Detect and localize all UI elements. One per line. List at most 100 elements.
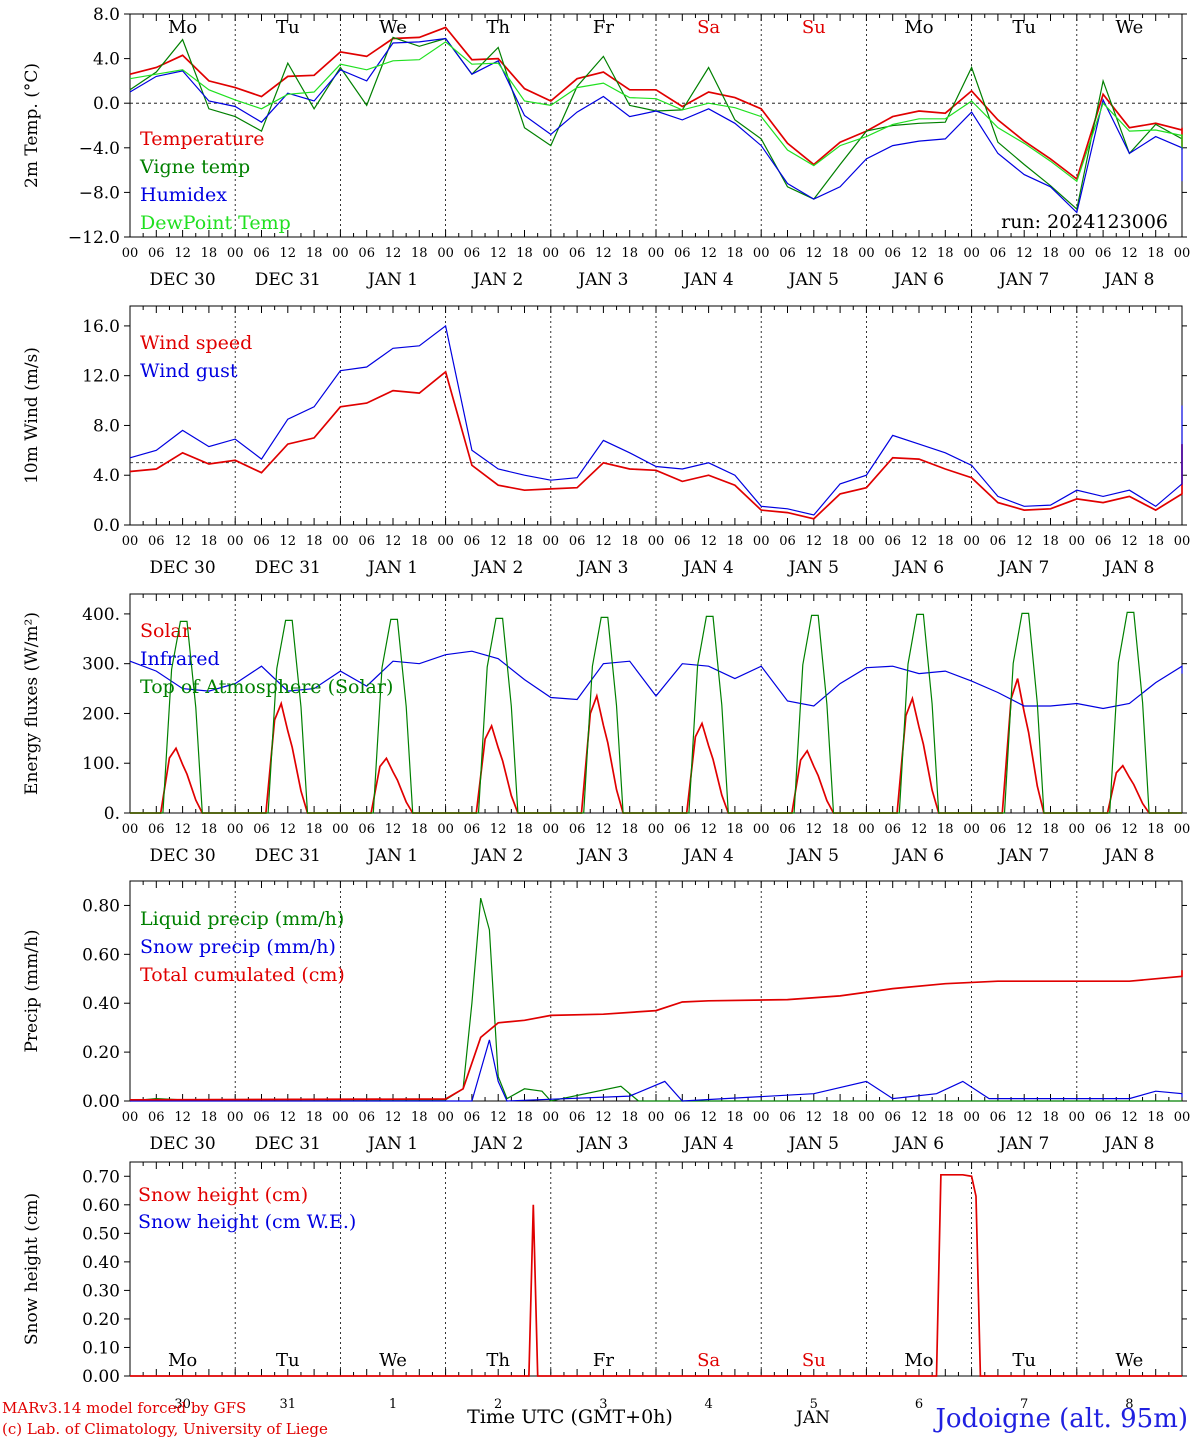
y-tick-label: 400. [82, 605, 120, 625]
hour-tick-label: 00 [332, 1110, 349, 1125]
hour-tick-label: 06 [779, 822, 796, 837]
hour-tick-label: 06 [1095, 246, 1112, 261]
hour-tick-label: 06 [358, 534, 375, 549]
series-line [129, 41, 1183, 183]
hour-tick-label: 12 [174, 246, 191, 261]
hour-tick-label: 06 [569, 1110, 586, 1125]
hour-tick-label: 00 [122, 1110, 139, 1125]
y-tick-label: 0.80 [82, 896, 120, 916]
hour-tick-label: 18 [306, 246, 323, 261]
date-label: JAN 6 [892, 558, 944, 578]
date-label: JAN 3 [576, 1134, 628, 1154]
hour-tick-label: 12 [1121, 246, 1138, 261]
day-name: Mo [168, 17, 197, 38]
hour-tick-label: 12 [700, 822, 717, 837]
hour-tick-label: 00 [1174, 822, 1191, 837]
day-name: Sa [697, 17, 720, 38]
hour-tick-label: 00 [122, 534, 139, 549]
hour-tick-label: 12 [385, 822, 402, 837]
hour-tick-label: 18 [306, 1110, 323, 1125]
y-tick-label: 12.0 [82, 367, 120, 387]
day-number-label: 30 [174, 1397, 191, 1412]
hour-tick-label: 18 [937, 534, 954, 549]
legend-entry: Top of Atmosphere (Solar) [140, 676, 393, 698]
hour-tick-label: 12 [911, 246, 928, 261]
day-name: Mo [904, 17, 933, 38]
hour-tick-label: 06 [674, 246, 691, 261]
y-tick-label: 0.40 [82, 1253, 120, 1273]
hour-tick-label: 18 [411, 246, 428, 261]
hour-tick-label: 12 [700, 246, 717, 261]
hour-tick-label: 12 [700, 534, 717, 549]
date-label: JAN 7 [997, 1134, 1049, 1154]
hour-tick-label: 06 [358, 246, 375, 261]
date-label: JAN 6 [892, 1134, 944, 1154]
hour-tick-label: 00 [227, 246, 244, 261]
date-label: JAN 3 [576, 558, 628, 578]
date-label: JAN 1 [366, 846, 418, 866]
hour-tick-label: 00 [543, 822, 560, 837]
hour-tick-label: 06 [569, 534, 586, 549]
hour-tick-label: 18 [832, 246, 849, 261]
hour-tick-label: 00 [332, 534, 349, 549]
hour-tick-label: 00 [648, 534, 665, 549]
y-tick-label: −8.0 [79, 183, 120, 203]
day-name: We [1116, 1350, 1144, 1371]
y-tick-label: 100. [82, 754, 120, 774]
hour-tick-label: 18 [621, 822, 638, 837]
hour-tick-label: 06 [884, 534, 901, 549]
panel-5: 0.70 0.60 0.50 0.40 0.30 0.20 0.10 0.00 30 31 1 2 3 4… [22, 1161, 1187, 1412]
series-line [129, 26, 1183, 181]
hour-tick-label: 00 [122, 246, 139, 261]
date-label: JAN 5 [787, 270, 839, 290]
hour-tick-label: 18 [832, 534, 849, 549]
date-label: JAN 4 [682, 846, 734, 866]
y-tick-label: 0. [104, 804, 120, 824]
hour-tick-label: 00 [858, 534, 875, 549]
day-number-label: 7 [1020, 1397, 1028, 1412]
date-label: JAN 7 [997, 270, 1049, 290]
run-label: run: 2024123006 [1001, 211, 1168, 233]
hour-tick-label: 18 [1147, 1110, 1164, 1125]
day-number-label: 2 [494, 1397, 502, 1412]
hour-tick-label: 06 [253, 822, 270, 837]
hour-tick-label: 00 [437, 1110, 454, 1125]
hour-tick-label: 12 [1121, 534, 1138, 549]
y-tick-label: 0.20 [82, 1043, 120, 1063]
legend-entry: Solar [140, 620, 192, 642]
hour-tick-label: 00 [227, 534, 244, 549]
day-name: Mo [168, 1350, 197, 1371]
hour-tick-label: 06 [253, 1110, 270, 1125]
hour-tick-label: 00 [1174, 534, 1191, 549]
date-label: DEC 31 [255, 270, 321, 290]
hour-tick-label: 06 [884, 822, 901, 837]
hour-tick-label: 00 [1174, 246, 1191, 261]
series-line [129, 36, 1183, 211]
y-tick-label: 16.0 [82, 317, 120, 337]
hour-tick-label: 00 [648, 246, 665, 261]
hour-tick-label: 06 [253, 246, 270, 261]
hour-tick-label: 06 [990, 246, 1007, 261]
hour-tick-label: 06 [569, 246, 586, 261]
hour-tick-label: 06 [674, 1110, 691, 1125]
hour-tick-label: 12 [806, 534, 823, 549]
y-tick-label: 0.60 [82, 1196, 120, 1216]
y-tick-label: 4.0 [93, 50, 120, 70]
date-label: JAN 4 [682, 1134, 734, 1154]
hour-tick-label: 00 [332, 822, 349, 837]
date-label: JAN 5 [787, 1134, 839, 1154]
day-name: Tu [1012, 17, 1036, 38]
series-line [129, 324, 1183, 516]
hour-tick-label: 12 [806, 822, 823, 837]
date-label: JAN 6 [892, 270, 944, 290]
hour-tick-label: 12 [490, 822, 507, 837]
legend-entry: Vigne temp [139, 156, 250, 178]
hour-tick-label: 18 [937, 822, 954, 837]
hour-tick-label: 18 [1147, 246, 1164, 261]
y-tick-label: 200. [82, 704, 120, 724]
y-tick-label: 0.0 [93, 516, 120, 536]
hour-tick-label: 00 [437, 534, 454, 549]
